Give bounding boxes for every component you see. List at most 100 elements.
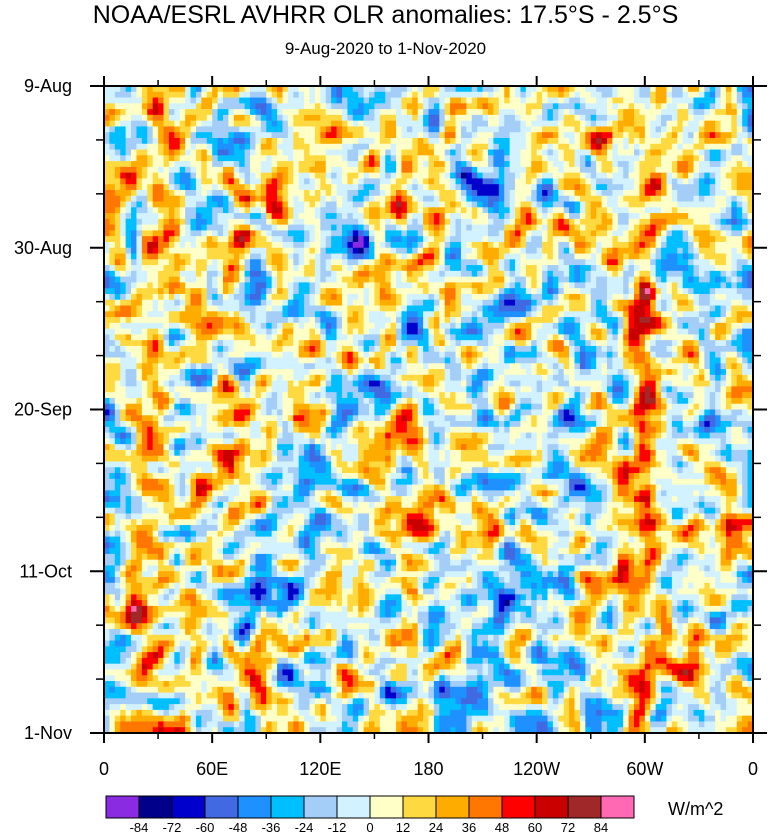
field-cell bbox=[304, 161, 311, 168]
field-cell bbox=[471, 109, 478, 116]
field-cell bbox=[423, 161, 430, 168]
field-cell bbox=[531, 265, 538, 272]
field-cell bbox=[239, 161, 246, 168]
field-cell bbox=[477, 224, 484, 232]
field-cell bbox=[347, 103, 354, 110]
field-cell bbox=[725, 288, 732, 295]
field-cell bbox=[255, 311, 262, 318]
field-cell bbox=[677, 282, 684, 289]
field-cell bbox=[693, 114, 700, 122]
field-cell bbox=[688, 132, 695, 139]
field-cell bbox=[450, 322, 457, 330]
field-cell bbox=[298, 253, 305, 260]
field-cell bbox=[271, 126, 278, 133]
field-cell bbox=[471, 270, 478, 278]
field-cell bbox=[179, 282, 186, 289]
field-cell bbox=[260, 305, 267, 312]
field-cell bbox=[163, 172, 170, 180]
field-cell bbox=[698, 172, 705, 180]
field-cell bbox=[390, 322, 397, 330]
field-cell bbox=[304, 311, 311, 318]
field-cell bbox=[569, 207, 576, 214]
field-cell bbox=[293, 259, 300, 266]
field-cell bbox=[725, 178, 732, 185]
field-cell bbox=[628, 265, 635, 272]
field-cell bbox=[596, 137, 603, 145]
field-cell bbox=[244, 132, 251, 139]
field-cell bbox=[504, 322, 511, 330]
field-cell bbox=[239, 213, 246, 220]
field-cell bbox=[525, 97, 532, 104]
field-cell bbox=[747, 213, 754, 220]
field-cell bbox=[720, 317, 727, 324]
field-cell bbox=[704, 201, 711, 208]
field-cell bbox=[585, 178, 592, 185]
field-cell bbox=[406, 189, 413, 197]
field-cell bbox=[406, 109, 413, 116]
field-cell bbox=[114, 322, 121, 330]
field-cell bbox=[493, 218, 500, 226]
field-cell bbox=[693, 172, 700, 180]
field-cell bbox=[720, 207, 727, 214]
field-cell bbox=[336, 189, 343, 197]
field-cell bbox=[742, 97, 749, 104]
field-cell bbox=[260, 166, 267, 174]
field-cell bbox=[396, 143, 403, 151]
field-cell bbox=[277, 126, 284, 133]
field-cell bbox=[282, 143, 289, 151]
field-cell bbox=[423, 97, 430, 104]
field-cell bbox=[417, 120, 424, 128]
field-cell bbox=[282, 259, 289, 266]
field-cell bbox=[222, 166, 229, 174]
field-cell bbox=[515, 293, 522, 301]
field-cell bbox=[747, 218, 754, 226]
field-cell bbox=[498, 305, 505, 312]
field-cell bbox=[282, 120, 289, 128]
field-cell bbox=[136, 166, 143, 174]
field-cell bbox=[369, 143, 376, 151]
field-cell bbox=[341, 155, 348, 162]
field-cell bbox=[271, 97, 278, 104]
field-cell bbox=[201, 317, 208, 324]
field-cell bbox=[704, 178, 711, 185]
field-cell bbox=[185, 282, 192, 289]
field-cell bbox=[206, 178, 213, 185]
field-cell bbox=[201, 155, 208, 162]
field-cell bbox=[277, 114, 284, 122]
field-cell bbox=[509, 97, 516, 104]
field-cell bbox=[228, 230, 235, 237]
field-cell bbox=[336, 288, 343, 295]
field-cell bbox=[498, 189, 505, 197]
field-cell bbox=[590, 143, 597, 151]
field-cell bbox=[482, 178, 489, 185]
field-cell bbox=[542, 230, 549, 237]
field-cell bbox=[433, 97, 440, 104]
field-cell bbox=[715, 213, 722, 220]
field-cell bbox=[471, 97, 478, 104]
field-cell bbox=[606, 143, 613, 151]
field-cell bbox=[623, 293, 630, 301]
field-cell bbox=[358, 172, 365, 180]
field-cell bbox=[125, 218, 132, 226]
field-cell bbox=[195, 195, 202, 203]
field-cell bbox=[428, 276, 435, 284]
field-cell bbox=[574, 305, 581, 312]
field-cell bbox=[217, 184, 224, 191]
field-cell bbox=[168, 184, 175, 191]
field-cell bbox=[179, 322, 186, 330]
field-cell bbox=[255, 236, 262, 243]
field-cell bbox=[477, 322, 484, 330]
field-cell bbox=[493, 155, 500, 162]
field-cell bbox=[515, 247, 522, 255]
field-cell bbox=[282, 91, 289, 99]
field-cell bbox=[515, 114, 522, 122]
field-cell bbox=[542, 195, 549, 203]
field-cell bbox=[293, 126, 300, 133]
field-cell bbox=[677, 230, 684, 237]
field-cell bbox=[379, 132, 386, 139]
field-cell bbox=[179, 189, 186, 197]
field-cell bbox=[412, 224, 419, 232]
field-cell bbox=[417, 241, 424, 249]
field-cell bbox=[390, 120, 397, 128]
field-cell bbox=[720, 172, 727, 180]
